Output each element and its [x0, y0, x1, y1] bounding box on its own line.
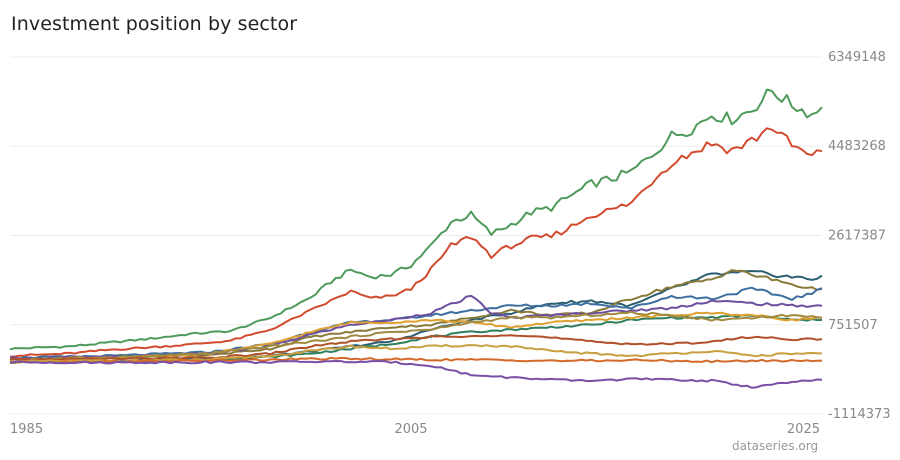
y-tick-label: 4483268: [828, 139, 886, 154]
x-tick-label: 2005: [394, 422, 427, 437]
chart-title: Investment position by sector: [11, 13, 298, 35]
x-tick-label: 2025: [787, 422, 820, 437]
y-tick-label: -1114373: [828, 407, 891, 422]
x-axis-ticks: 1985 2005 2025: [10, 422, 820, 437]
gridlines: [10, 56, 822, 415]
source-credit: dataseries.org: [732, 439, 819, 453]
series-line: [9, 269, 823, 362]
y-tick-label: 6349148: [828, 50, 886, 65]
series-line: [9, 310, 823, 361]
y-tick-label: 751507: [828, 318, 878, 333]
series-line: [9, 127, 823, 358]
series-line: [9, 360, 823, 389]
y-axis-ticks: 6349148 4483268 2617387 751507 -1114373: [828, 50, 891, 422]
y-tick-label: 2617387: [828, 229, 886, 244]
series-line: [9, 356, 823, 364]
series-lines: [9, 88, 823, 389]
x-tick-label: 1985: [10, 422, 43, 437]
series-line: [9, 334, 823, 362]
series-line: [9, 88, 823, 351]
